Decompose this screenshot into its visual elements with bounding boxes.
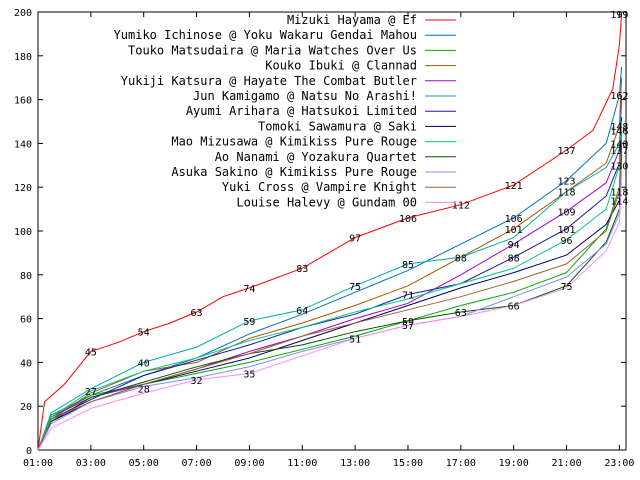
x-tick-label: 05:00 xyxy=(129,458,159,469)
data-label: 199 xyxy=(610,10,628,21)
data-label: 88 xyxy=(508,253,520,264)
data-label: 130 xyxy=(610,161,628,172)
data-label: 123 xyxy=(558,177,576,188)
y-tick-label: 120 xyxy=(14,183,32,194)
legend-entry: Touko Matsudaira @ Maria Watches Over Us xyxy=(128,43,417,57)
legend-entry: Tomoki Sawamura @ Saki xyxy=(258,119,417,133)
data-label: 101 xyxy=(558,225,576,236)
data-label: 40 xyxy=(138,358,150,369)
data-label: 74 xyxy=(243,284,255,295)
legend-entry: Yuki Cross @ Vampire Knight xyxy=(222,180,417,194)
x-tick-label: 07:00 xyxy=(182,458,212,469)
data-label: 112 xyxy=(452,201,470,212)
legend-entry: Yumiko Ichinose @ Yoku Wakaru Gendai Mah… xyxy=(114,28,417,42)
legend-entry: Ayumi Arihara @ Hatsukoi Limited xyxy=(186,104,417,118)
data-label: 71 xyxy=(402,291,414,302)
data-label: 88 xyxy=(455,253,467,264)
data-label: 121 xyxy=(505,181,523,192)
data-label: 75 xyxy=(561,282,573,293)
y-tick-label: 180 xyxy=(14,52,32,63)
series-line-8 xyxy=(37,121,623,451)
data-label: 162 xyxy=(610,91,628,102)
data-label: 54 xyxy=(138,328,150,339)
data-label: 51 xyxy=(349,334,361,345)
y-tick-label: 40 xyxy=(20,358,32,369)
series-line-11 xyxy=(37,138,623,451)
data-label: 57 xyxy=(402,321,414,332)
data-label: 75 xyxy=(349,282,361,293)
legend-entry: Ao Nanami @ Yozakura Quartet xyxy=(215,150,417,164)
data-label: 35 xyxy=(243,369,255,380)
series-line-6 xyxy=(37,117,623,451)
x-tick-label: 03:00 xyxy=(76,458,106,469)
y-tick-label: 0 xyxy=(26,446,32,457)
x-tick-label: 01:00 xyxy=(23,458,53,469)
data-label: 114 xyxy=(610,196,628,207)
y-tick-label: 200 xyxy=(14,8,32,19)
series-layer xyxy=(37,14,623,451)
legend-entry: Yukiji Katsura @ Hayate The Combat Butle… xyxy=(121,74,417,88)
x-tick-label: 21:00 xyxy=(551,458,581,469)
legend-entry: Asuka Sakino @ Kimikiss Pure Rouge xyxy=(171,165,417,179)
data-label: 59 xyxy=(402,317,414,328)
y-tick-label: 100 xyxy=(14,227,32,238)
data-label: 28 xyxy=(138,385,150,396)
series-line-4 xyxy=(37,95,623,451)
data-label: 63 xyxy=(191,308,203,319)
data-label: 66 xyxy=(508,301,520,312)
x-tick-label: 15:00 xyxy=(393,458,423,469)
data-label: 83 xyxy=(296,264,308,275)
legend-entry: Jun Kamigamo @ Natsu No Arashi! xyxy=(193,89,417,103)
x-tick-label: 11:00 xyxy=(287,458,317,469)
data-label: 101 xyxy=(505,225,523,236)
data-label: 64 xyxy=(296,306,308,317)
data-label: 59 xyxy=(243,317,255,328)
data-labels-layer: 45 54 63 74 83 97 106 112 121 137 199 106 123 162 146 8… xyxy=(85,10,629,398)
series-line-12 xyxy=(37,176,623,451)
data-label: 27 xyxy=(85,387,97,398)
data-label: 137 xyxy=(610,146,628,157)
legend-entry: Mizuki Hayama @ Ef xyxy=(287,13,417,27)
series-line-9 xyxy=(37,154,623,451)
data-label: 146 xyxy=(610,126,628,137)
data-label: 148 xyxy=(610,122,628,133)
y-tick-label: 60 xyxy=(20,315,32,326)
data-label: 96 xyxy=(561,236,573,247)
y-tick-label: 20 xyxy=(20,402,32,413)
x-tick-label: 19:00 xyxy=(499,458,529,469)
data-label: 32 xyxy=(191,376,203,387)
data-label: 97 xyxy=(349,234,361,245)
series-line-1 xyxy=(37,66,623,451)
y-tick-label: 140 xyxy=(14,139,32,150)
data-label: 118 xyxy=(558,188,576,199)
series-line-0 xyxy=(37,14,623,451)
data-label: 109 xyxy=(558,207,576,218)
data-label: 118 xyxy=(610,188,628,199)
series-line-5 xyxy=(37,103,623,451)
data-label: 94 xyxy=(508,240,520,251)
data-label: 137 xyxy=(558,146,576,157)
legend-entry: Mao Mizusawa @ Kimikiss Pure Rouge xyxy=(171,135,417,149)
data-label: 106 xyxy=(505,214,523,225)
data-label: 45 xyxy=(85,347,97,358)
y-tick-label: 80 xyxy=(20,271,32,282)
x-tick-label: 17:00 xyxy=(446,458,476,469)
x-tick-label: 13:00 xyxy=(340,458,370,469)
x-tick-label: 09:00 xyxy=(234,458,264,469)
legend-entry: Kouko Ibuki @ Clannad xyxy=(265,59,417,73)
data-label: 63 xyxy=(455,308,467,319)
y-tick-label: 160 xyxy=(14,96,32,107)
x-tick-label: 23:00 xyxy=(604,458,634,469)
axes: 0 20 40 60 80 100 120 140 160 180 200 01:00 03:00 05:… xyxy=(14,8,635,469)
legend-entry: Louise Halevy @ Gundam 00 xyxy=(236,195,417,209)
data-label: 140 xyxy=(610,139,628,150)
data-label: 106 xyxy=(399,214,417,225)
series-line-3 xyxy=(37,77,623,451)
data-label: 85 xyxy=(402,260,414,271)
